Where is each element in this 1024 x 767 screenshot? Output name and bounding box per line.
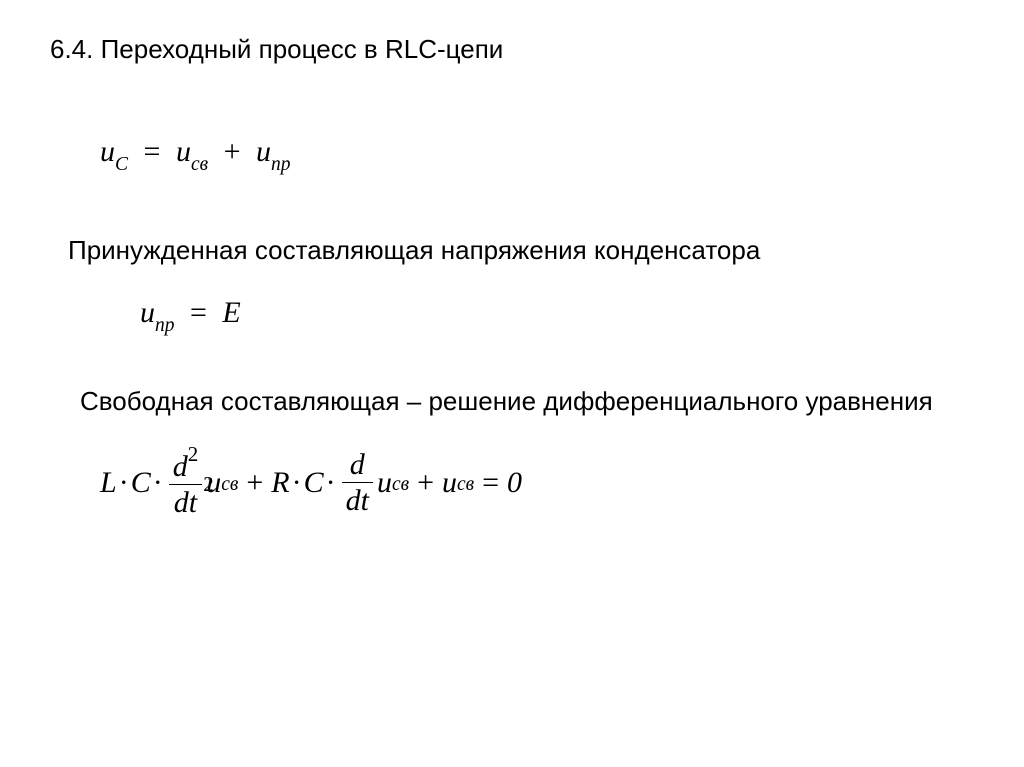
var-e: E bbox=[222, 296, 240, 329]
fraction-bar bbox=[169, 484, 203, 485]
slide-container: 6.4. Переходный процесс в RLC-цепи uC = … bbox=[0, 0, 1024, 767]
fraction-d2dt2: d2 dt2 bbox=[169, 447, 203, 519]
var-u: u bbox=[140, 296, 155, 329]
numerator: d bbox=[346, 448, 369, 481]
equals-sign: = bbox=[182, 296, 215, 329]
dot-operator: · bbox=[117, 466, 131, 500]
equation-upr: uпр = E bbox=[140, 296, 974, 335]
numerator: d2 bbox=[169, 447, 203, 483]
sub-sv: св bbox=[392, 474, 409, 496]
exponent-2: 2 bbox=[203, 473, 214, 496]
var-u: u bbox=[442, 466, 457, 500]
text-forced-component: Принужденная составляющая напряжения кон… bbox=[68, 234, 974, 268]
zero: 0 bbox=[507, 466, 522, 500]
plus-sign: + bbox=[216, 135, 249, 168]
var-r: R bbox=[271, 466, 289, 500]
var-dt: dt bbox=[174, 486, 197, 519]
sub-pr: пр bbox=[155, 315, 175, 336]
sub-sv: св bbox=[191, 154, 208, 175]
equation-differential: L · C · d2 dt2 uсв + R · C · d dt uсв + … bbox=[100, 447, 974, 519]
dot-operator: · bbox=[151, 466, 165, 500]
equation-uc: uC = uсв + uпр bbox=[100, 135, 974, 174]
plus-sign: + bbox=[238, 466, 271, 500]
section-heading: 6.4. Переходный процесс в RLC-цепи bbox=[50, 34, 974, 65]
denominator: dt bbox=[342, 484, 373, 517]
denominator: dt2 bbox=[170, 486, 201, 519]
var-d: d bbox=[173, 450, 188, 483]
exponent-2: 2 bbox=[188, 442, 199, 466]
sub-pr: пр bbox=[271, 154, 291, 175]
sub-sv: св bbox=[221, 474, 238, 496]
var-l: L bbox=[100, 466, 117, 500]
fraction-bar bbox=[342, 482, 373, 483]
text-free-component: Свободная составляющая – решение диффере… bbox=[80, 385, 974, 419]
equals-sign: = bbox=[136, 135, 169, 168]
var-c: C bbox=[131, 466, 151, 500]
var-u: u bbox=[176, 135, 191, 168]
sub-c: C bbox=[115, 154, 128, 175]
sub-sv: св bbox=[457, 474, 474, 496]
plus-sign: + bbox=[409, 466, 442, 500]
var-c: C bbox=[304, 466, 324, 500]
var-u: u bbox=[377, 466, 392, 500]
fraction-ddt: d dt bbox=[342, 448, 373, 517]
var-u: u bbox=[256, 135, 271, 168]
var-u: u bbox=[100, 135, 115, 168]
equals-sign: = bbox=[474, 466, 507, 500]
dot-operator: · bbox=[290, 466, 304, 500]
dot-operator: · bbox=[324, 466, 338, 500]
